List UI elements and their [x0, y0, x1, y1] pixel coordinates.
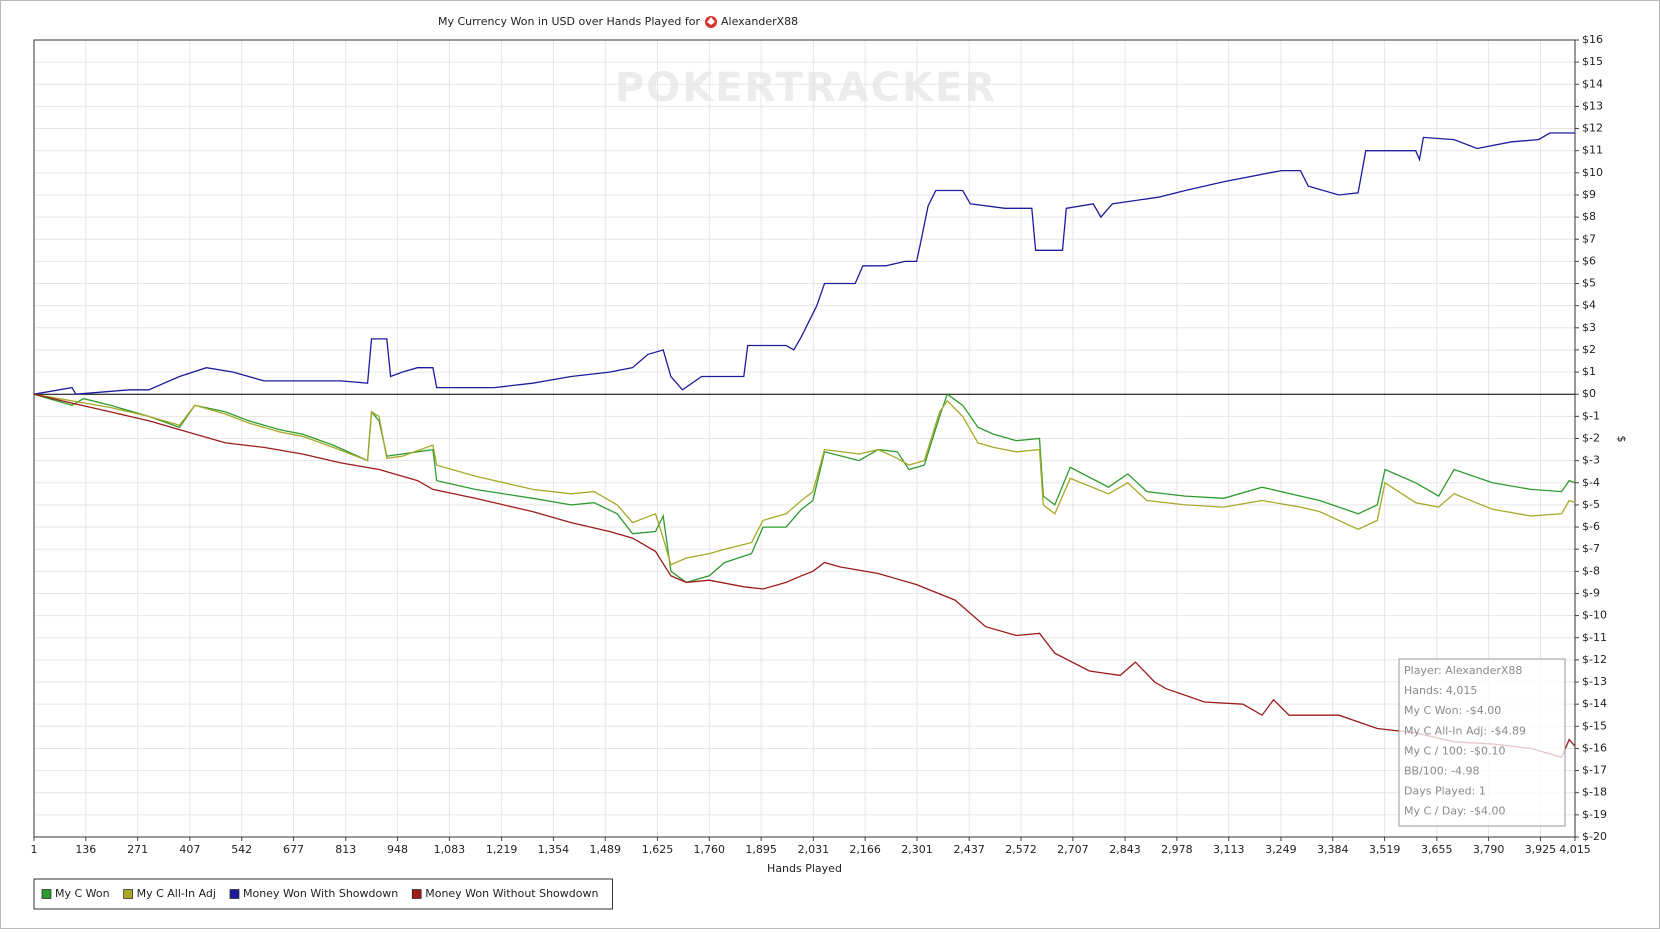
legend-swatch [229, 889, 240, 899]
y-axis-label: $ [1615, 436, 1628, 443]
player-name: AlexanderX88 [721, 15, 798, 28]
y-tick-label: $-4 [1582, 476, 1600, 489]
y-tick-label: $-7 [1582, 542, 1600, 555]
y-tick-label: $9 [1582, 188, 1596, 201]
info-line: My C / Day: -$4.00 [1404, 805, 1505, 818]
y-tick-label: $-13 [1582, 675, 1607, 688]
x-tick-label: 1,625 [642, 843, 674, 856]
legend-swatch [41, 889, 52, 899]
y-tick-label: $5 [1582, 277, 1596, 290]
legend-swatch [411, 889, 422, 899]
x-tick-label: 1,895 [745, 843, 777, 856]
watermark: POKERTRACKER [615, 65, 997, 111]
legend-swatch [123, 889, 133, 899]
info-line: Days Played: 1 [1404, 785, 1486, 798]
y-tick-label: $7 [1582, 232, 1596, 245]
y-tick-label: $10 [1582, 166, 1603, 179]
y-tick-label: $-11 [1582, 631, 1607, 644]
y-tick-label: $-18 [1582, 786, 1607, 799]
plot-border [33, 39, 1576, 838]
y-tick-label: $-17 [1582, 764, 1607, 777]
x-tick-label: 2,707 [1057, 843, 1089, 856]
y-tick-label: $1 [1582, 365, 1596, 378]
x-tick-label: 1,083 [434, 843, 466, 856]
info-box-frame [1398, 658, 1566, 827]
y-tick-label: $-3 [1582, 454, 1600, 467]
x-tick-label: 542 [231, 843, 252, 856]
x-tick-label: 2,978 [1161, 843, 1193, 856]
y-tick-label: $-14 [1582, 697, 1607, 710]
x-tick-label: 3,790 [1473, 843, 1505, 856]
x-tick-label: 2,437 [953, 843, 985, 856]
x-tick-label: 407 [179, 843, 200, 856]
info-line: My C Won: -$4.00 [1404, 704, 1501, 717]
info-line: My C All-In Adj: -$4.89 [1404, 724, 1526, 737]
x-tick-label: 1 [31, 843, 38, 856]
info-line: Hands: 4,015 [1404, 684, 1477, 697]
x-tick-label: 3,249 [1265, 843, 1297, 856]
x-tick-label: 136 [75, 843, 96, 856]
legend-label: Money Won Without Showdown [425, 887, 598, 900]
x-axis-label: Hands Played [767, 862, 842, 875]
x-tick-label: 2,031 [798, 843, 830, 856]
x-tick-label: 3,655 [1421, 843, 1453, 856]
y-tick-label: $-19 [1582, 808, 1607, 821]
info-line: BB/100: -4.98 [1404, 765, 1479, 778]
y-tick-label: $3 [1582, 321, 1596, 334]
y-tick-label: $16 [1582, 33, 1603, 46]
y-tick-label: $2 [1582, 343, 1596, 356]
x-tick-label: 2,166 [849, 843, 881, 856]
x-tick-label: 2,572 [1005, 843, 1037, 856]
x-tick-label: 1,760 [694, 843, 726, 856]
y-tick-label: $-15 [1582, 719, 1607, 732]
info-line: My C / 100: -$0.10 [1404, 744, 1506, 757]
chart-title: My Currency Won in USD over Hands Played… [438, 15, 701, 28]
x-tick-label: 813 [335, 843, 356, 856]
info-line: Player: AlexanderX88 [1404, 664, 1522, 677]
series-line [33, 393, 1576, 566]
y-tick-label: $14 [1582, 77, 1603, 90]
y-tick-label: $-9 [1582, 586, 1600, 599]
x-tick-label: 3,925 [1525, 843, 1557, 856]
y-tick-label: $13 [1582, 99, 1603, 112]
y-tick-label: $-2 [1582, 432, 1600, 445]
y-tick-label: $0 [1582, 387, 1596, 400]
x-tick-label: 948 [387, 843, 408, 856]
legend-label: My C Won [55, 887, 110, 900]
x-tick-label: 4,015 [1559, 843, 1591, 856]
x-tick-label: 1,219 [486, 843, 518, 856]
x-tick-label: 1,489 [590, 843, 622, 856]
y-tick-label: $-16 [1582, 741, 1607, 754]
y-tick-label: $8 [1582, 210, 1596, 223]
y-tick-label: $-5 [1582, 498, 1600, 511]
player-icon [705, 16, 717, 28]
y-tick-label: $-8 [1582, 564, 1600, 577]
y-tick-label: $12 [1582, 122, 1603, 135]
series-line [33, 132, 1575, 395]
y-tick-label: $-20 [1582, 830, 1607, 843]
legend: My C Won My C All-In Adj Money Won With Sh… [33, 878, 613, 910]
x-tick-label: 271 [127, 843, 148, 856]
x-tick-label: 677 [283, 843, 304, 856]
x-tick-label: 2,301 [901, 843, 933, 856]
y-tick-label: $11 [1582, 144, 1603, 157]
y-tick-label: $6 [1582, 254, 1596, 267]
y-tick-label: $-10 [1582, 609, 1607, 622]
x-tick-label: 3,519 [1369, 843, 1401, 856]
x-tick-label: 2,843 [1109, 843, 1141, 856]
x-tick-label: 3,384 [1317, 843, 1349, 856]
y-tick-label: $15 [1582, 55, 1603, 68]
y-tick-label: $4 [1582, 299, 1596, 312]
y-tick-label: $-12 [1582, 653, 1607, 666]
y-tick-label: $-1 [1582, 409, 1600, 422]
x-tick-label: 3,113 [1213, 843, 1245, 856]
info-box: Player: AlexanderX88 Hands: 4,015 My C Won… [1398, 658, 1566, 827]
legend-label: My C All-In Adj [137, 887, 216, 900]
series-line [33, 393, 1576, 759]
legend-label: Money Won With Showdown [243, 887, 398, 900]
x-tick-label: 1,354 [538, 843, 570, 856]
y-tick-label: $-6 [1582, 520, 1600, 533]
